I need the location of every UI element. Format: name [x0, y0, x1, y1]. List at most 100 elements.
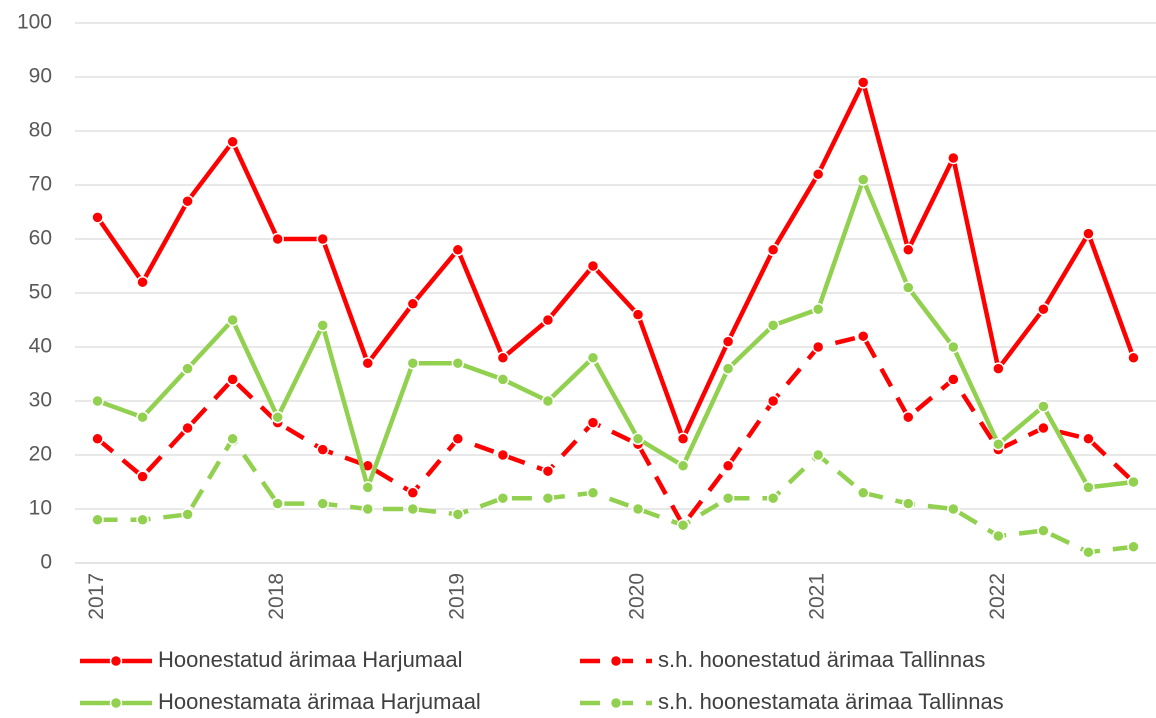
data-point [496, 351, 510, 365]
data-point [271, 232, 284, 246]
data-point [721, 335, 735, 348]
data-point [586, 259, 600, 273]
y-tick-label: 90 [29, 65, 52, 88]
data-point [496, 448, 510, 462]
data-point [406, 502, 420, 516]
legend-marker [109, 696, 123, 710]
x-tick-label: 2019 [445, 573, 468, 620]
data-point [631, 308, 645, 321]
data-point [586, 351, 600, 365]
data-point [1037, 524, 1050, 537]
data-point [1037, 302, 1050, 316]
data-point [1037, 421, 1050, 435]
data-point [316, 319, 329, 332]
data-point [181, 362, 194, 375]
data-point [902, 243, 915, 257]
data-point [811, 167, 825, 181]
data-point [992, 362, 1005, 375]
legend-marker [609, 696, 623, 710]
data-point [451, 243, 465, 257]
data-point [136, 513, 149, 527]
data-point [91, 211, 104, 224]
data-point [496, 491, 510, 505]
legend: Hoonestatud ärimaa Harjumaal s.h. hoonest… [80, 647, 1004, 714]
data-point [451, 356, 465, 370]
data-point [136, 470, 149, 483]
data-point [947, 502, 960, 516]
y-tick-label: 30 [29, 389, 52, 412]
data-point [271, 497, 284, 510]
data-point [676, 459, 690, 473]
data-point [181, 508, 194, 521]
data-point [856, 486, 870, 500]
data-point [766, 394, 780, 408]
data-point [586, 416, 600, 429]
data-point [631, 502, 645, 516]
data-point [226, 373, 239, 386]
data-point [361, 481, 375, 494]
data-point [631, 432, 645, 446]
data-point [856, 173, 870, 186]
data-point [1082, 545, 1095, 559]
data-point [406, 486, 420, 500]
data-point [316, 443, 329, 456]
data-point [316, 497, 329, 510]
data-point [947, 373, 960, 386]
data-point [1127, 475, 1140, 489]
data-point [271, 410, 284, 424]
data-point [541, 394, 555, 408]
data-point [902, 410, 915, 424]
data-point [136, 275, 149, 289]
legend-label: Hoonestatud ärimaa Harjumaal [158, 647, 463, 672]
legend-marker [609, 654, 623, 668]
y-tick-label: 0 [40, 551, 52, 574]
y-tick-label: 50 [29, 281, 52, 304]
data-point [406, 356, 420, 370]
data-point [856, 329, 870, 343]
data-point [1082, 227, 1095, 240]
data-point [1082, 432, 1095, 446]
data-point [676, 518, 690, 532]
data-point [902, 497, 915, 510]
data-point [136, 410, 149, 424]
data-point [406, 297, 420, 311]
data-point [91, 394, 104, 408]
x-tick-label: 2022 [986, 573, 1009, 620]
y-tick-label: 100 [17, 11, 52, 34]
data-point [947, 340, 960, 354]
data-point [541, 464, 555, 478]
data-point [811, 340, 825, 354]
data-point [902, 281, 915, 294]
data-point [226, 432, 239, 446]
data-point [451, 508, 465, 521]
data-point [811, 302, 825, 316]
data-point [947, 151, 960, 165]
legend-item: Hoonestatud ärimaa Harjumaal [80, 647, 463, 672]
series-line [97, 436, 1134, 555]
legend-label: s.h. hoonestatud ärimaa Tallinnas [658, 647, 985, 672]
series-line [96, 333, 1136, 528]
legend-item: s.h. hoonestamata ärimaa Tallinnas [580, 689, 1004, 714]
legend-item: s.h. hoonestatud ärimaa Tallinnas [580, 647, 985, 672]
data-point [586, 486, 600, 500]
data-point [1082, 481, 1095, 494]
x-tick-label: 2020 [626, 573, 649, 620]
data-point [181, 194, 194, 208]
x-tick-label: 2018 [265, 573, 288, 620]
data-point [676, 432, 690, 446]
data-point [766, 491, 780, 505]
data-point [1037, 400, 1050, 413]
y-tick-label: 40 [29, 335, 52, 358]
legend-marker [109, 654, 123, 668]
data-point [992, 437, 1005, 451]
legend-item: Hoonestamata ärimaa Harjumaal [80, 689, 481, 714]
data-point [226, 313, 239, 327]
data-point [721, 491, 735, 505]
data-point [856, 76, 870, 89]
series-line [96, 177, 1134, 490]
series-line [95, 80, 1136, 442]
y-tick-label: 70 [29, 173, 52, 196]
data-point [541, 491, 555, 505]
y-tick-label: 80 [29, 119, 52, 142]
